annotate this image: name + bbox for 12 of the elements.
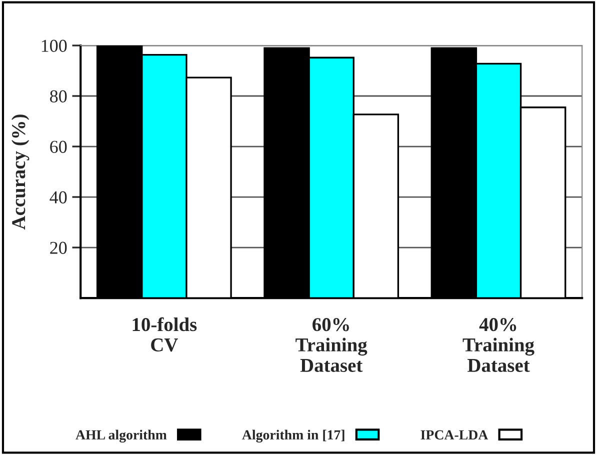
- y-tick-label: 80: [50, 90, 67, 102]
- legend-label: AHL algorithm: [76, 430, 167, 442]
- y-tick-label: 100: [42, 40, 67, 52]
- y-axis-title: Accuracy (%): [12, 114, 30, 230]
- legend-label: Algorithm in [17]: [242, 430, 344, 442]
- y-tick-label: 40: [50, 191, 67, 204]
- x-tick-label: 40% Training Dataset: [462, 318, 534, 372]
- y-tick-label: 20: [50, 242, 67, 254]
- y-tick-label: 60: [50, 140, 67, 153]
- x-tick-label: 60% Training Dataset: [296, 318, 368, 372]
- x-tick-label: 10-folds CV: [132, 317, 197, 352]
- legend-label: IPCA-LDA: [420, 430, 488, 440]
